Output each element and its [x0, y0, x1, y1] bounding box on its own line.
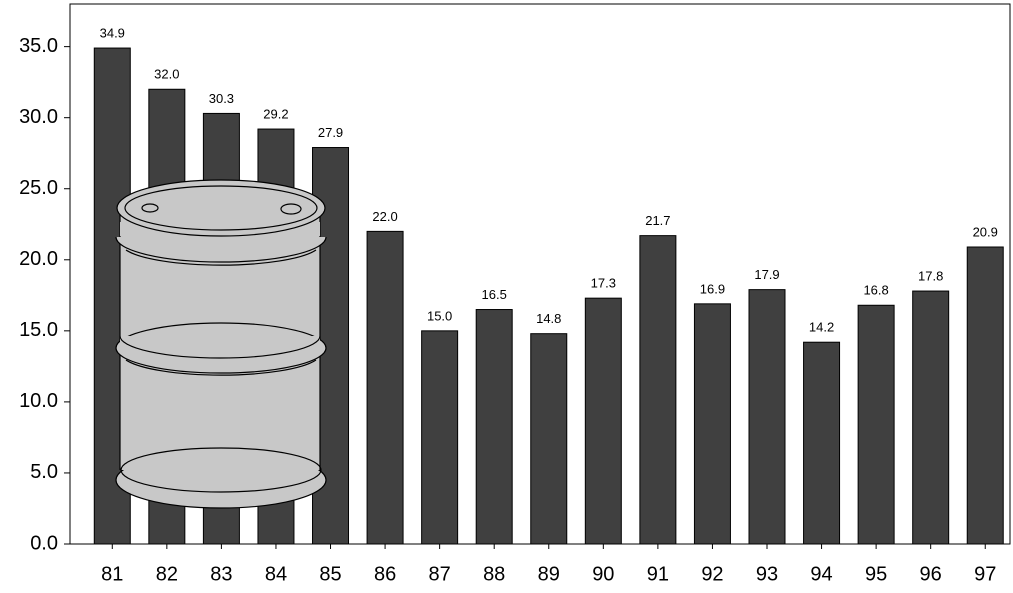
value-label: 16.9 — [700, 281, 725, 296]
x-tick-label: 86 — [374, 563, 396, 585]
x-tick-label: 94 — [810, 563, 832, 585]
bar — [966, 246, 1004, 545]
value-label: 16.5 — [482, 287, 507, 302]
value-label: 14.2 — [809, 320, 834, 335]
value-label: 21.7 — [645, 213, 670, 228]
y-tick-label: 0.0 — [30, 532, 58, 554]
x-tick-label: 82 — [156, 563, 178, 585]
value-label: 15.0 — [427, 308, 452, 323]
y-tick-label: 20.0 — [19, 248, 58, 270]
value-label: 34.9 — [100, 25, 125, 40]
value-label: 17.9 — [754, 267, 779, 282]
value-label: 14.8 — [536, 311, 561, 326]
x-tick-label: 97 — [974, 563, 996, 585]
y-tick-label: 10.0 — [19, 390, 58, 412]
x-tick-label: 88 — [483, 563, 505, 585]
x-tick-label: 95 — [865, 563, 887, 585]
value-label: 20.9 — [973, 224, 998, 239]
y-tick-label: 35.0 — [19, 35, 58, 57]
x-tick-label: 89 — [538, 563, 560, 585]
bar — [530, 333, 568, 545]
bar — [639, 235, 677, 545]
x-tick-label: 83 — [210, 563, 232, 585]
value-label: 17.8 — [918, 268, 943, 283]
bar — [366, 230, 404, 545]
value-label: 29.2 — [263, 106, 288, 121]
x-tick-label: 96 — [920, 563, 942, 585]
y-tick-label: 5.0 — [30, 461, 58, 483]
x-tick-label: 92 — [701, 563, 723, 585]
bar — [857, 304, 895, 545]
x-tick-label: 87 — [429, 563, 451, 585]
y-tick-label: 15.0 — [19, 319, 58, 341]
value-label: 17.3 — [591, 276, 616, 291]
bar — [803, 341, 841, 545]
bar — [912, 290, 950, 545]
y-tick-label: 30.0 — [19, 106, 58, 128]
value-label: 32.0 — [154, 67, 179, 82]
bar — [693, 303, 731, 545]
x-tick-label: 91 — [647, 563, 669, 585]
barrel-illustration — [115, 179, 327, 509]
value-label: 30.3 — [209, 91, 234, 106]
x-tick-label: 81 — [101, 563, 123, 585]
bar — [421, 330, 459, 545]
x-tick-label: 93 — [756, 563, 778, 585]
x-tick-label: 84 — [265, 563, 287, 585]
x-tick-label: 90 — [592, 563, 614, 585]
value-label: 27.9 — [318, 125, 343, 140]
y-tick-label: 25.0 — [19, 177, 58, 199]
bar — [748, 289, 786, 545]
x-tick-label: 85 — [319, 563, 341, 585]
bar — [475, 309, 513, 545]
bar — [584, 297, 622, 545]
value-label: 16.8 — [863, 283, 888, 298]
value-label: 22.0 — [372, 209, 397, 224]
